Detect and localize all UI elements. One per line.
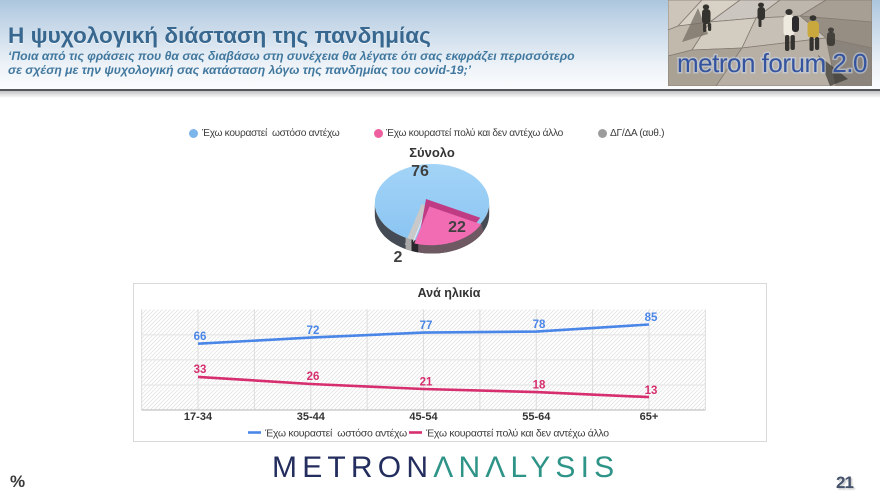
svg-text:metron forum 2.0: metron forum 2.0	[677, 48, 867, 78]
svg-text:65+: 65+	[640, 411, 659, 423]
svg-text:76: 76	[411, 163, 429, 180]
svg-text:66: 66	[194, 331, 207, 343]
svg-text:21: 21	[420, 377, 433, 389]
svg-text:85: 85	[645, 312, 658, 324]
svg-text:18: 18	[533, 380, 546, 392]
svg-text:22: 22	[448, 219, 466, 236]
svg-text:33: 33	[194, 364, 207, 376]
svg-text:13: 13	[645, 385, 658, 397]
svg-text:78: 78	[533, 319, 546, 331]
svg-text:72: 72	[307, 325, 320, 337]
svg-text:77: 77	[420, 320, 433, 332]
svg-text:26: 26	[307, 371, 320, 383]
svg-text:45-54: 45-54	[409, 411, 438, 423]
svg-text:Έχω κουραστεί ωστόσο αντέχω: Έχω κουραστεί ωστόσο αντέχω	[264, 428, 407, 440]
svg-text:55-64: 55-64	[522, 411, 551, 423]
svg-text:17-34: 17-34	[184, 411, 213, 423]
svg-text:2: 2	[394, 249, 403, 266]
svg-text:35-44: 35-44	[297, 411, 326, 423]
svg-text:Έχω κουραστεί πολύ και δεν αντ: Έχω κουραστεί πολύ και δεν αντέχω άλλο	[425, 428, 609, 440]
